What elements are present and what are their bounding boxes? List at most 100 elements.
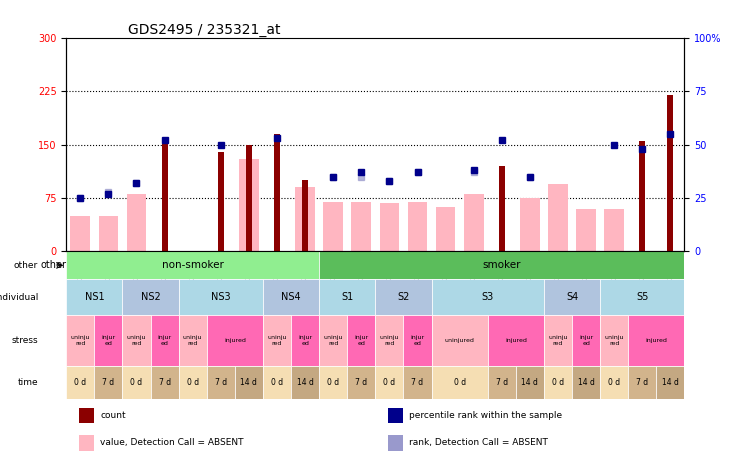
- Bar: [246, 145, 252, 251]
- Bar: [302, 180, 308, 251]
- FancyBboxPatch shape: [657, 366, 684, 399]
- FancyBboxPatch shape: [151, 366, 179, 399]
- Bar: [436, 207, 456, 251]
- Bar: [323, 201, 343, 251]
- Text: uninju
red: uninju red: [183, 335, 202, 346]
- Text: uninju
red: uninju red: [71, 335, 90, 346]
- Text: rank, Detection Call = ABSENT: rank, Detection Call = ABSENT: [409, 438, 548, 447]
- Text: NS4: NS4: [281, 292, 301, 302]
- Text: 14 d: 14 d: [297, 378, 314, 387]
- Text: injured: injured: [645, 338, 668, 343]
- Text: uninju
red: uninju red: [267, 335, 287, 346]
- Text: non-smoker: non-smoker: [162, 260, 224, 270]
- Text: 14 d: 14 d: [241, 378, 258, 387]
- Text: 0 d: 0 d: [383, 378, 395, 387]
- Text: NS3: NS3: [211, 292, 230, 302]
- FancyBboxPatch shape: [179, 315, 207, 366]
- FancyBboxPatch shape: [403, 315, 431, 366]
- FancyBboxPatch shape: [291, 366, 319, 399]
- Text: injur
ed: injur ed: [354, 335, 369, 346]
- Text: injur
ed: injur ed: [298, 335, 312, 346]
- FancyBboxPatch shape: [263, 315, 291, 366]
- Text: 0 d: 0 d: [453, 378, 466, 387]
- Bar: [464, 194, 484, 251]
- Text: 0 d: 0 d: [187, 378, 199, 387]
- Text: GDS2495 / 235321_at: GDS2495 / 235321_at: [128, 23, 280, 37]
- FancyBboxPatch shape: [431, 315, 488, 366]
- Text: 7 d: 7 d: [158, 378, 171, 387]
- Text: S3: S3: [481, 292, 494, 302]
- FancyBboxPatch shape: [544, 279, 600, 315]
- FancyBboxPatch shape: [375, 279, 431, 315]
- FancyBboxPatch shape: [403, 366, 431, 399]
- FancyBboxPatch shape: [600, 279, 684, 315]
- FancyBboxPatch shape: [544, 366, 572, 399]
- Bar: [548, 184, 568, 251]
- Bar: [295, 187, 315, 251]
- Text: 7 d: 7 d: [411, 378, 424, 387]
- Bar: [79, 436, 94, 451]
- FancyBboxPatch shape: [572, 366, 600, 399]
- FancyBboxPatch shape: [431, 366, 488, 399]
- Bar: [520, 198, 539, 251]
- FancyBboxPatch shape: [629, 315, 684, 366]
- FancyBboxPatch shape: [319, 279, 375, 315]
- FancyBboxPatch shape: [600, 366, 629, 399]
- FancyBboxPatch shape: [122, 279, 179, 315]
- Bar: [668, 95, 673, 251]
- FancyBboxPatch shape: [516, 366, 544, 399]
- Bar: [604, 209, 624, 251]
- Text: 0 d: 0 d: [327, 378, 339, 387]
- FancyBboxPatch shape: [431, 279, 544, 315]
- Text: 14 d: 14 d: [578, 378, 595, 387]
- Text: 0 d: 0 d: [608, 378, 620, 387]
- Text: 7 d: 7 d: [355, 378, 367, 387]
- FancyBboxPatch shape: [488, 315, 544, 366]
- Bar: [218, 152, 224, 251]
- FancyBboxPatch shape: [94, 366, 122, 399]
- Text: stress: stress: [12, 336, 38, 345]
- Text: uninju
red: uninju red: [127, 335, 146, 346]
- Text: 0 d: 0 d: [74, 378, 86, 387]
- FancyBboxPatch shape: [94, 315, 122, 366]
- Text: S2: S2: [397, 292, 410, 302]
- Text: uninjured: uninjured: [445, 338, 475, 343]
- Text: uninju
red: uninju red: [380, 335, 399, 346]
- FancyBboxPatch shape: [66, 251, 319, 279]
- Text: injur
ed: injur ed: [411, 335, 425, 346]
- Bar: [380, 203, 399, 251]
- Text: value, Detection Call = ABSENT: value, Detection Call = ABSENT: [100, 438, 244, 447]
- FancyBboxPatch shape: [544, 315, 572, 366]
- Bar: [239, 159, 259, 251]
- FancyBboxPatch shape: [207, 366, 235, 399]
- Bar: [274, 134, 280, 251]
- Text: count: count: [100, 411, 126, 420]
- FancyBboxPatch shape: [319, 366, 347, 399]
- FancyBboxPatch shape: [319, 251, 684, 279]
- Text: S1: S1: [341, 292, 353, 302]
- Text: uninju
red: uninju red: [604, 335, 624, 346]
- FancyBboxPatch shape: [122, 315, 151, 366]
- Bar: [408, 201, 428, 251]
- Text: time: time: [18, 378, 38, 387]
- Bar: [162, 141, 168, 251]
- FancyBboxPatch shape: [263, 366, 291, 399]
- FancyBboxPatch shape: [375, 366, 403, 399]
- FancyBboxPatch shape: [347, 366, 375, 399]
- FancyBboxPatch shape: [572, 315, 600, 366]
- Bar: [388, 436, 403, 451]
- FancyBboxPatch shape: [66, 366, 94, 399]
- FancyBboxPatch shape: [629, 366, 657, 399]
- Text: 7 d: 7 d: [496, 378, 508, 387]
- Bar: [79, 408, 94, 423]
- Bar: [99, 216, 118, 251]
- Text: other: other: [14, 261, 38, 270]
- Text: 14 d: 14 d: [522, 378, 538, 387]
- FancyBboxPatch shape: [66, 315, 94, 366]
- FancyBboxPatch shape: [291, 315, 319, 366]
- FancyBboxPatch shape: [179, 279, 263, 315]
- Text: 0 d: 0 d: [271, 378, 283, 387]
- Bar: [499, 166, 505, 251]
- Bar: [71, 216, 90, 251]
- Bar: [352, 201, 371, 251]
